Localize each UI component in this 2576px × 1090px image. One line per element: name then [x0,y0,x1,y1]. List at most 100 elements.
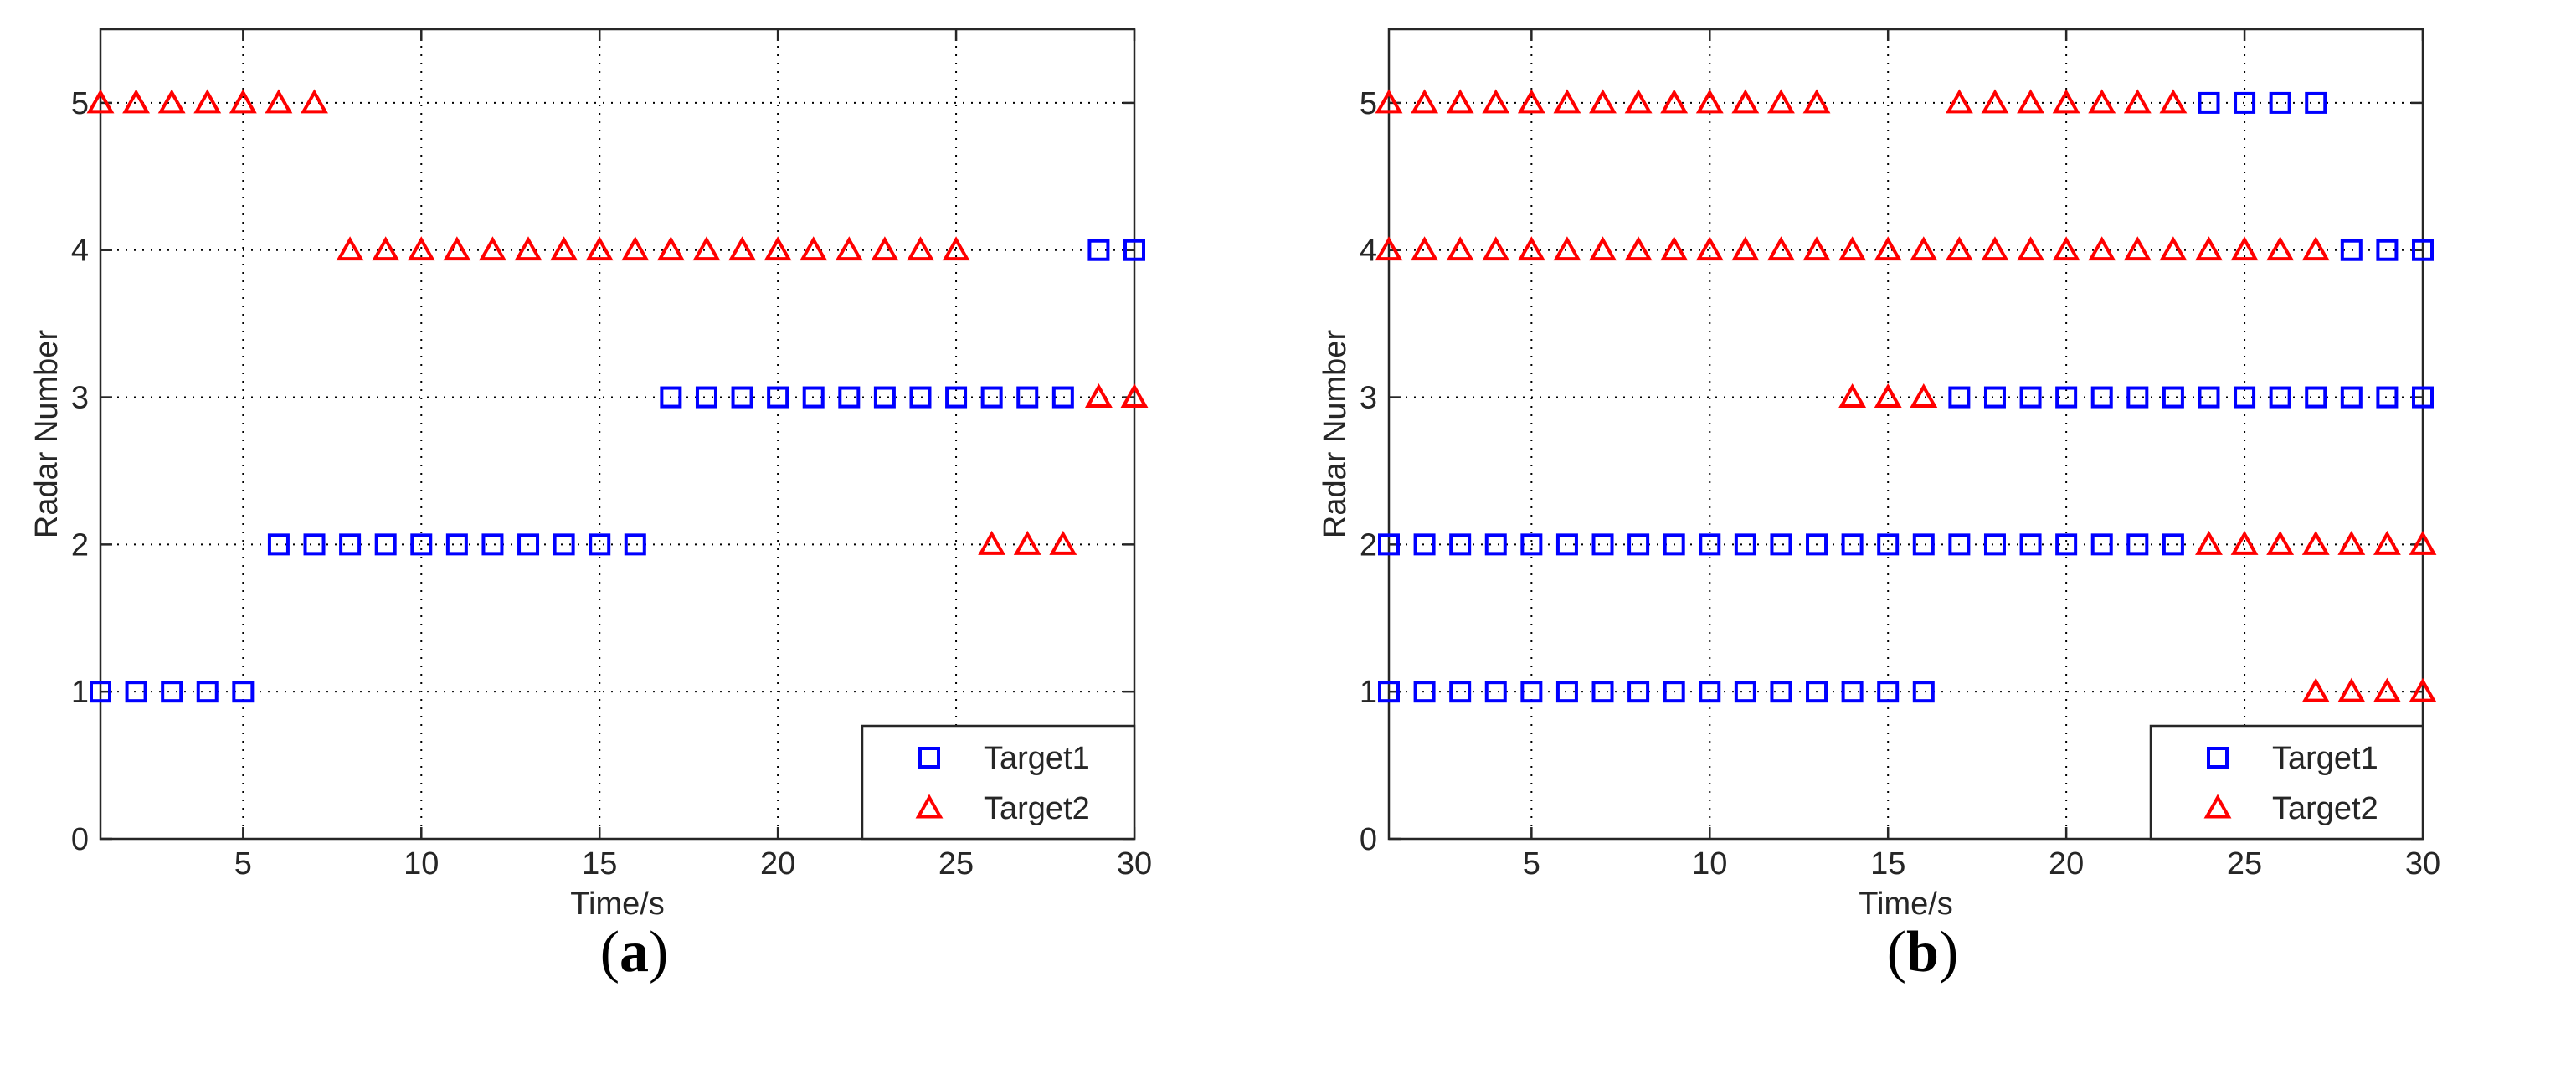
data-point-triangle [1624,236,1653,261]
legend-marker-square [918,747,940,769]
data-point-triangle [1375,236,1403,261]
legend: Target1 Target2 [2149,724,2424,841]
data-point-triangle [1874,383,1902,408]
data-point-square [1378,681,1400,703]
data-point-square [1413,533,1436,556]
data-point-square [2198,386,2220,409]
y-axis-label: Radar Number [29,330,64,539]
data-point-triangle [2123,236,2152,261]
data-point-triangle [2266,236,2295,261]
data-point-triangle [1838,236,1867,261]
data-point-square [2269,91,2291,114]
plot-area [100,29,1134,839]
data-point-triangle [1802,89,1831,114]
legend-marker-triangle [915,794,944,819]
data-point-square [2090,533,2113,556]
data-point-square [1123,239,1145,261]
data-point-triangle [1981,236,2009,261]
data-point-square [1663,681,1685,703]
data-point-triangle [301,89,328,114]
legend-label: Target1 [984,741,1090,776]
data-point-triangle [2266,530,2295,555]
y-tick-label: 1 [1360,675,1377,710]
x-tick-label: 5 [1523,846,1540,882]
data-point-square [695,386,717,409]
legend-marker-triangle [2203,794,2232,819]
data-point-triangle [2230,530,2259,555]
data-point-square [660,386,682,409]
data-point-triangle [1482,236,1510,261]
data-point-triangle [728,236,756,261]
data-point-square [1770,533,1792,556]
data-point-triangle [2123,89,2152,114]
data-point-triangle [621,236,650,261]
data-point-square [1912,533,1935,556]
data-point-square [1520,681,1543,703]
data-point-triangle [1910,236,1938,261]
y-tick-label: 2 [71,527,89,563]
data-point-triangle [835,236,863,261]
legend-box [2149,724,2424,841]
data-point-square [1051,386,1074,409]
data-point-square [1877,533,1900,556]
chart-panel-b: 5 10 15 20 25 30 0 1 2 3 4 5 Time/s Radar Number Targe… [1318,28,2440,985]
legend-label: Target2 [2272,791,2378,826]
x-tick-label: 20 [2049,846,2084,882]
panel-caption: (a) [600,920,669,985]
data-point-square [1948,386,1971,409]
data-point-square [1627,533,1650,556]
data-point-triangle [1553,236,1581,261]
data-point-square [481,533,504,556]
data-point-square [2234,386,2256,409]
data-point-square [2412,239,2434,261]
data-point-square [2162,386,2184,409]
data-point-square [339,533,362,556]
data-point-triangle [550,236,578,261]
data-point-triangle [479,236,506,261]
data-point-triangle [1945,236,1973,261]
data-point-square [2019,533,2042,556]
y-tick-label: 0 [71,822,89,857]
chart-panel-a: 5 10 15 20 25 30 0 1 2 3 4 5 Time/s Radar Number Targe… [29,28,1152,985]
data-point-triangle [193,89,222,114]
data-point-square [980,386,1003,409]
data-point-triangle [2195,236,2223,261]
data-point-triangle [407,236,435,261]
data-point-square [161,681,183,703]
data-point-square [767,386,789,409]
data-point-triangle [1695,89,1724,114]
data-point-triangle [1874,236,1902,261]
y-tick-label: 5 [1360,86,1377,121]
data-point-triangle [1589,89,1617,114]
legend-label: Target1 [2272,741,2378,776]
legend-marker-square [2207,747,2229,769]
panel-caption: (b) [1887,920,1959,985]
data-point-square [589,533,611,556]
data-point-square [2162,533,2184,556]
x-tick-label: 30 [1117,846,1152,882]
data-point-square [445,533,468,556]
x-tick-label: 15 [1870,846,1905,882]
data-point-triangle [157,89,186,114]
y-tick-label: 2 [1360,527,1377,563]
data-point-square [909,386,932,409]
data-point-triangle [1446,236,1474,261]
data-point-square [1806,681,1828,703]
data-point-triangle [443,236,471,261]
data-point-square [1555,681,1578,703]
data-point-square [1627,681,1650,703]
data-point-triangle [2409,530,2437,555]
data-point-triangle [1945,89,1973,114]
data-point-triangle [1411,236,1439,261]
data-point-square [838,386,861,409]
data-point-triangle [514,236,542,261]
data-point-square [1734,533,1756,556]
x-tick-label: 30 [2405,846,2440,882]
axes-frame [1387,28,2424,841]
data-point-triangle [1084,383,1113,408]
data-point-square [374,533,397,556]
data-point-square [267,533,290,556]
data-point-triangle [1660,89,1689,114]
data-point-square [1841,533,1864,556]
data-point-triangle [1049,530,1077,555]
